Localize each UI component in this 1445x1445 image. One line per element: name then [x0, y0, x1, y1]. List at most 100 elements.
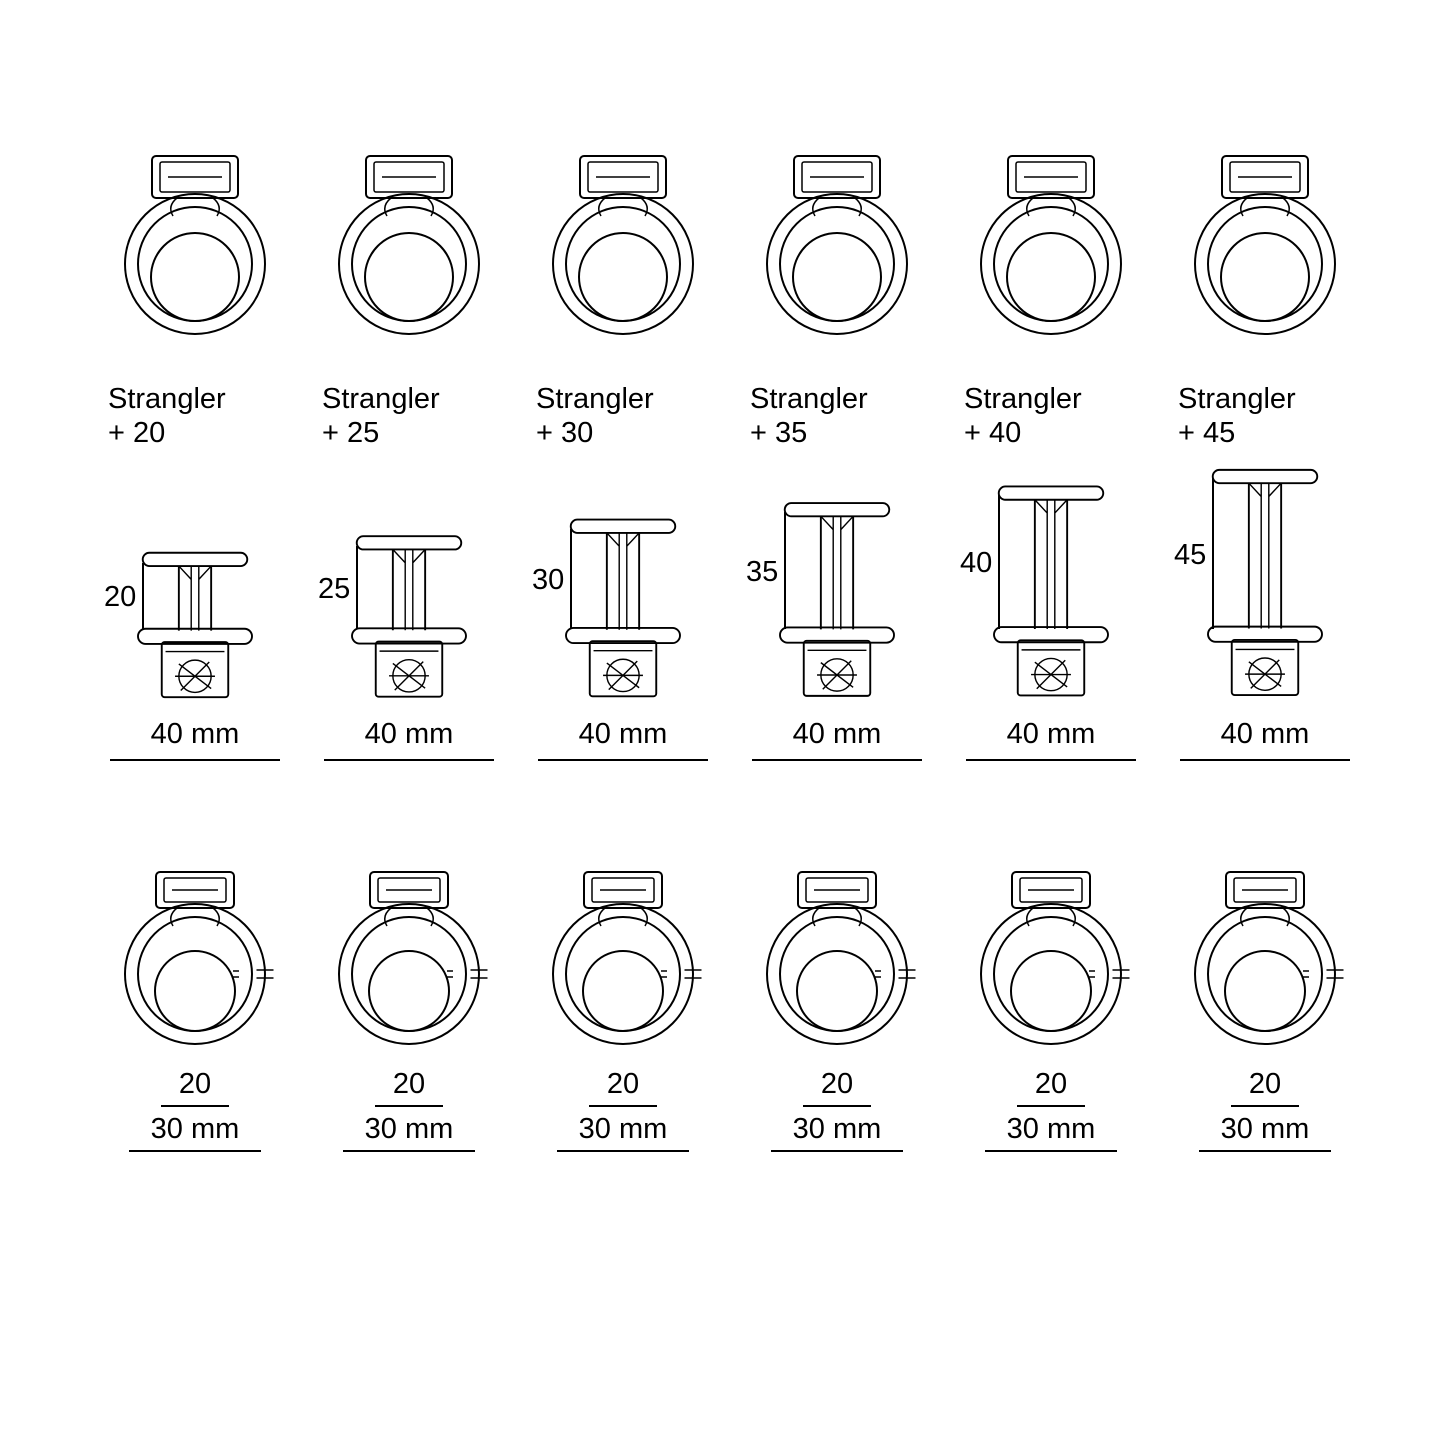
- width-dimension: 40 mm: [956, 700, 1146, 790]
- side-view-icon: [956, 480, 1146, 700]
- plan-view-cell-bottom: [528, 790, 718, 1050]
- ring-plan-icon: [742, 820, 932, 1050]
- dimension-rule: [966, 759, 1136, 761]
- side-view-icon: [1170, 463, 1360, 700]
- variant-plus: + 25: [322, 417, 504, 450]
- variant-label: Strangler+ 40: [956, 340, 1146, 450]
- variant-plus: + 40: [964, 417, 1146, 450]
- width-value: 40 mm: [579, 718, 668, 751]
- outer-diameter: 30 mm: [129, 1113, 262, 1152]
- width-value: 40 mm: [793, 718, 882, 751]
- plan-view-cell: [956, 80, 1146, 340]
- dimension-rule: [324, 759, 494, 761]
- width-dimension: 40 mm: [742, 700, 932, 790]
- dimension-rule: [538, 759, 708, 761]
- side-view-cell: 40: [956, 450, 1146, 700]
- diameter-dimension: 20 30 mm: [314, 1050, 504, 1180]
- ring-plan-icon: [1170, 110, 1360, 340]
- dimension-rule: [110, 759, 280, 761]
- height-dimension-line: [568, 450, 574, 700]
- plan-view-cell: [1170, 80, 1360, 340]
- variant-label: Strangler+ 30: [528, 340, 718, 450]
- plan-view-cell: [314, 80, 504, 340]
- side-view-cell: 25: [314, 450, 504, 700]
- inner-diameter: 20: [161, 1068, 229, 1107]
- variant-plus: + 20: [108, 417, 290, 450]
- side-view-cell: 30: [528, 450, 718, 700]
- diameter-dimension: 20 30 mm: [742, 1050, 932, 1180]
- side-view-icon: [100, 548, 290, 700]
- plan-view-cell-bottom: [1170, 790, 1360, 1050]
- width-dimension: 40 mm: [528, 700, 718, 790]
- ring-plan-icon: [956, 110, 1146, 340]
- variant-name: Strangler: [536, 383, 718, 416]
- variant-plus: + 30: [536, 417, 718, 450]
- variant-name: Strangler: [750, 383, 932, 416]
- side-view-icon: [528, 514, 718, 700]
- ring-plan-icon: [100, 820, 290, 1050]
- plan-view-cell: [100, 80, 290, 340]
- width-dimension: 40 mm: [1170, 700, 1360, 790]
- height-dimension-line: [354, 450, 360, 700]
- inner-diameter: 20: [1231, 1068, 1299, 1107]
- inner-diameter: 20: [589, 1068, 657, 1107]
- ring-plan-icon: [528, 110, 718, 340]
- side-view-icon: [742, 497, 932, 700]
- ring-plan-icon: [314, 820, 504, 1050]
- variant-plus: + 35: [750, 417, 932, 450]
- ring-plan-icon: [528, 820, 718, 1050]
- diameter-dimension: 20 30 mm: [956, 1050, 1146, 1180]
- plan-view-cell-bottom: [742, 790, 932, 1050]
- outer-diameter: 30 mm: [985, 1113, 1118, 1152]
- height-dimension-line: [996, 450, 1002, 700]
- width-dimension: 40 mm: [100, 700, 290, 790]
- inner-diameter: 20: [375, 1068, 443, 1107]
- variant-label: Strangler+ 45: [1170, 340, 1360, 450]
- variant-name: Strangler: [322, 383, 504, 416]
- ring-plan-icon: [1170, 820, 1360, 1050]
- variant-name: Strangler: [1178, 383, 1360, 416]
- diameter-dimension: 20 30 mm: [528, 1050, 718, 1180]
- width-dimension: 40 mm: [314, 700, 504, 790]
- diameter-dimension: 20 30 mm: [1170, 1050, 1360, 1180]
- inner-diameter: 20: [803, 1068, 871, 1107]
- variant-label: Strangler+ 25: [314, 340, 504, 450]
- side-view-cell: 35: [742, 450, 932, 700]
- outer-diameter: 30 mm: [1199, 1113, 1332, 1152]
- variant-name: Strangler: [108, 383, 290, 416]
- diameter-dimension: 20 30 mm: [100, 1050, 290, 1180]
- width-value: 40 mm: [1221, 718, 1310, 751]
- outer-diameter: 30 mm: [557, 1113, 690, 1152]
- height-dimension: 40: [960, 547, 992, 580]
- height-dimension: 35: [746, 556, 778, 589]
- inner-diameter: 20: [1017, 1068, 1085, 1107]
- ring-plan-icon: [100, 110, 290, 340]
- plan-view-cell-bottom: [956, 790, 1146, 1050]
- dimension-rule: [1180, 759, 1350, 761]
- height-dimension: 45: [1174, 539, 1206, 572]
- width-value: 40 mm: [151, 718, 240, 751]
- height-dimension: 25: [318, 573, 350, 606]
- height-dimension: 20: [104, 581, 136, 614]
- variant-label: Strangler+ 35: [742, 340, 932, 450]
- height-dimension-line: [140, 450, 146, 700]
- ring-plan-icon: [956, 820, 1146, 1050]
- height-dimension: 30: [532, 564, 564, 597]
- width-value: 40 mm: [1007, 718, 1096, 751]
- outer-diameter: 30 mm: [343, 1113, 476, 1152]
- ring-plan-icon: [742, 110, 932, 340]
- width-value: 40 mm: [365, 718, 454, 751]
- height-dimension-line: [1210, 450, 1216, 700]
- ring-plan-icon: [314, 110, 504, 340]
- dimension-rule: [752, 759, 922, 761]
- plan-view-cell-bottom: [314, 790, 504, 1050]
- variant-label: Strangler+ 20: [100, 340, 290, 450]
- variant-plus: + 45: [1178, 417, 1360, 450]
- plan-view-cell: [528, 80, 718, 340]
- side-view-cell: 45: [1170, 450, 1360, 700]
- side-view-icon: [314, 531, 504, 700]
- outer-diameter: 30 mm: [771, 1113, 904, 1152]
- side-view-cell: 20: [100, 450, 290, 700]
- plan-view-cell-bottom: [100, 790, 290, 1050]
- plan-view-cell: [742, 80, 932, 340]
